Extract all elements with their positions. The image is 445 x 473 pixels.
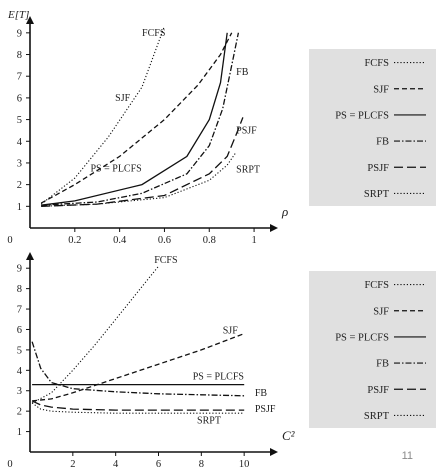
chart-response-time-vs-load: 0.2 0.4 0.6 0.8 1 1 2 3 4 5 6 7 8 9 0 E[T] ρ FCFS SJF PS = …: [7, 9, 288, 246]
legend-label-srpt: SRPT: [364, 189, 390, 200]
y-axis-arrow: [26, 16, 34, 24]
series-line-psjf: [31, 400, 245, 411]
series-line-sjf: [32, 332, 245, 402]
series-line-psjf: [41, 117, 244, 207]
series-label-sjf: SJF: [115, 93, 130, 104]
y-tick-label: 1: [17, 427, 22, 438]
series-line-fcfs: [31, 265, 159, 404]
y-tick-label: 6: [17, 93, 22, 104]
y-tick-label: 9: [17, 264, 22, 275]
series-label-ps-plcfs: PS = PLCFS: [91, 164, 142, 175]
x-axis-arrow: [270, 224, 278, 232]
x-axis-label: ρ: [281, 204, 288, 219]
origin-label: 0: [7, 459, 12, 468]
y-tick-label: 6: [17, 325, 22, 336]
x-tick-label: 2: [70, 459, 75, 468]
y-tick-label: 3: [17, 158, 22, 169]
y-tick-label: 7: [17, 72, 22, 83]
series-label-fb: FB: [255, 388, 268, 399]
series-label-srpt: SRPT: [236, 165, 260, 176]
y-tick-label: 7: [17, 305, 22, 316]
y-tick-label: 8: [17, 284, 22, 295]
y-tick-label: 4: [17, 366, 23, 377]
series-label-psjf: PSJF: [236, 126, 257, 137]
x-tick-label: 10: [239, 459, 250, 468]
series-label-psjf: PSJF: [255, 404, 276, 415]
x-axis-arrow: [270, 448, 278, 456]
series-label-fb: FB: [236, 67, 249, 78]
legend-label-sjf: SJF: [373, 306, 389, 317]
series-line-sjf: [40, 32, 233, 204]
y-axis-arrow: [26, 252, 34, 260]
y-tick-label: 1: [17, 202, 22, 213]
y-tick-label: 4: [17, 137, 23, 148]
legend-label-sjf: SJF: [373, 84, 389, 95]
legend-background: [309, 49, 436, 206]
series-label-ps-plcfs: PS = PLCFS: [193, 372, 244, 383]
y-tick-label: 8: [17, 50, 22, 61]
legend-label-psjf: PSJF: [367, 163, 389, 174]
x-tick-label: 6: [156, 459, 161, 468]
series-line-srpt: [41, 151, 237, 207]
y-tick-label: 2: [17, 180, 22, 191]
page-number: 11: [401, 450, 413, 462]
series-line-fcfs: [40, 26, 165, 205]
y-tick-label: 9: [17, 28, 22, 39]
origin-label: 0: [7, 235, 12, 246]
legend-label-fcfs: FCFS: [364, 58, 389, 69]
series-label-sjf: SJF: [223, 326, 238, 337]
x-axis-label: C²: [282, 428, 296, 443]
y-tick-label: 5: [17, 345, 22, 356]
series-label-srpt: SRPT: [197, 415, 221, 426]
x-tick-label: 0.4: [113, 235, 127, 246]
series-line-ps-plcfs: [41, 32, 228, 206]
x-tick-label: 0.6: [158, 235, 171, 246]
legend-label-psjf: PSJF: [367, 385, 389, 396]
x-tick-label: 0.8: [203, 235, 216, 246]
y-tick-label: 2: [17, 407, 22, 418]
legend-label-srpt: SRPT: [364, 411, 390, 422]
legend-background: [309, 271, 436, 428]
series-line-srpt: [31, 402, 245, 414]
series-line-fb: [31, 341, 245, 397]
series-label-fcfs: FCFS: [154, 255, 177, 266]
x-tick-label: 0.2: [68, 235, 81, 246]
y-tick-label: 3: [17, 386, 22, 397]
legend-label-ps-plcfs: PS = PLCFS: [335, 110, 389, 121]
legend-label-fb: FB: [376, 359, 389, 370]
legend-top: FCFS SJF PS = PLCFS FB PSJF SRPT: [309, 49, 436, 206]
x-tick-label: 1: [251, 235, 256, 246]
legend-label-fcfs: FCFS: [364, 280, 389, 291]
legend-bottom: FCFS SJF PS = PLCFS FB PSJF SRPT: [309, 271, 436, 428]
x-tick-label: 8: [199, 459, 204, 468]
legend-label-fb: FB: [376, 137, 389, 148]
series-label-fcfs: FCFS: [142, 28, 165, 39]
x-tick-label: 4: [113, 459, 119, 468]
y-tick-label: 5: [17, 115, 22, 126]
y-axis-label: E[T]: [7, 9, 29, 21]
legend-label-ps-plcfs: PS = PLCFS: [335, 332, 389, 343]
